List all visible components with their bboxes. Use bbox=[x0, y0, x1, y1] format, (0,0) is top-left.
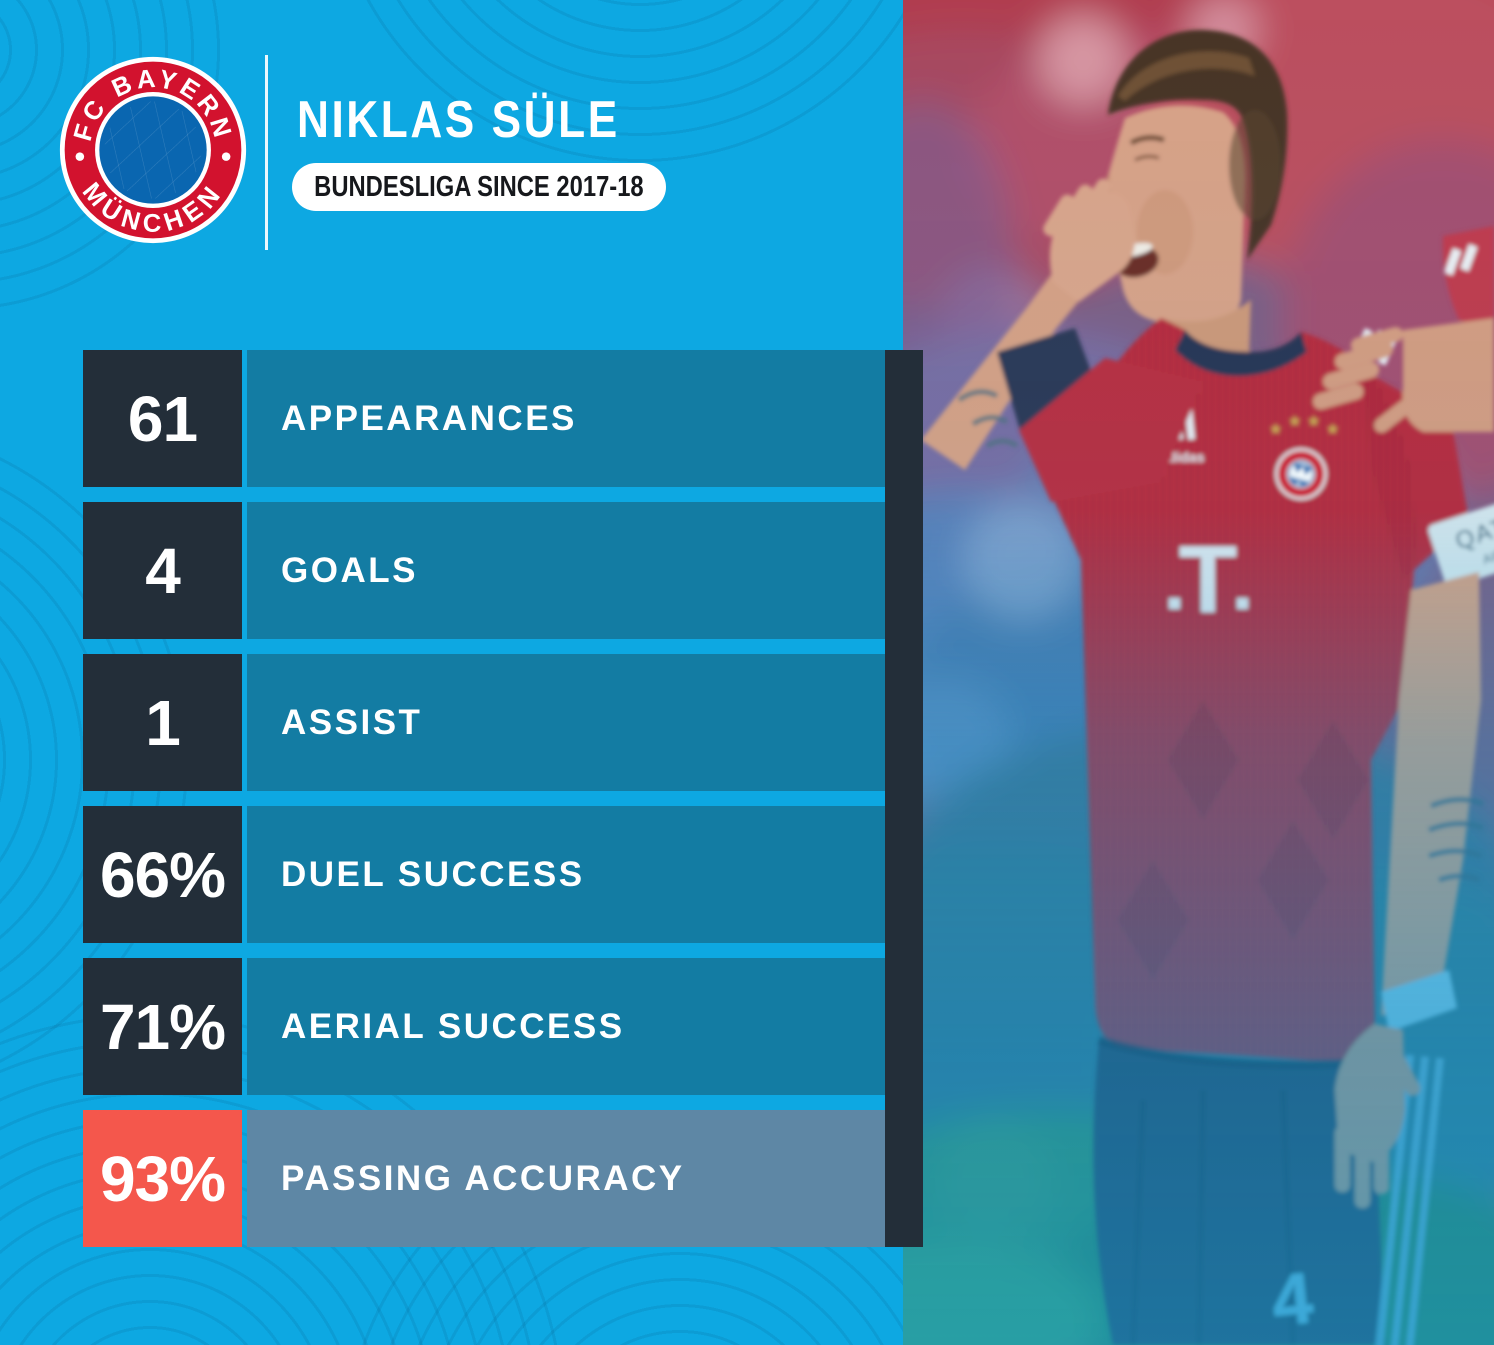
stat-value-box: 66% bbox=[83, 806, 242, 943]
stat-value: 71% bbox=[99, 990, 226, 1063]
stat-row-appearances: 61 APPEARANCES bbox=[83, 350, 885, 487]
stat-row-goals: 4 GOALS bbox=[83, 502, 885, 639]
badge-separator-dot bbox=[75, 152, 85, 161]
fc-bayern-logo: FC BAYERN MÜNCHEN bbox=[59, 56, 247, 244]
stat-bar: ASSIST bbox=[247, 654, 885, 791]
stat-bar: PASSING ACCURACY bbox=[247, 1110, 885, 1247]
stat-value-box: 93% bbox=[83, 1110, 242, 1247]
stat-value: 4 bbox=[145, 534, 181, 607]
stat-row-aerial-success: 71% AERIAL SUCCESS bbox=[83, 958, 885, 1095]
stat-label: AERIAL SUCCESS bbox=[281, 1006, 625, 1046]
player-name-text: NIKLAS SÜLE bbox=[297, 91, 620, 149]
stat-bar: DUEL SUCCESS bbox=[247, 806, 885, 943]
stat-value: 66% bbox=[99, 838, 226, 911]
stats-list: 61 APPEARANCES 4 GOALS 1 ASSIST 66% DUEL… bbox=[83, 350, 885, 1247]
stat-label: APPEARANCES bbox=[281, 398, 577, 438]
page-title: NIKLAS SÜLE bbox=[297, 94, 677, 146]
stat-label: ASSIST bbox=[281, 702, 423, 742]
stat-value-box: 71% bbox=[83, 958, 242, 1095]
stat-row-assist: 1 ASSIST bbox=[83, 654, 885, 791]
stat-bar: APPEARANCES bbox=[247, 350, 885, 487]
header-divider bbox=[265, 55, 268, 250]
stat-value: 61 bbox=[127, 382, 198, 455]
stat-row-duel-success: 66% DUEL SUCCESS bbox=[83, 806, 885, 943]
subtitle-badge: BUNDESLIGA SINCE 2017-18 bbox=[292, 163, 666, 211]
stat-value: 93% bbox=[99, 1142, 226, 1215]
badge-separator-dot bbox=[221, 152, 231, 161]
subtitle-text: BUNDESLIGA SINCE 2017-18 bbox=[314, 170, 644, 203]
stat-value-box: 4 bbox=[83, 502, 242, 639]
stat-bar: AERIAL SUCCESS bbox=[247, 958, 885, 1095]
stat-row-passing-accuracy: 93% PASSING ACCURACY bbox=[83, 1110, 885, 1247]
stat-value-box: 61 bbox=[83, 350, 242, 487]
photo-cyan-overlay bbox=[903, 0, 1494, 1345]
stat-label: PASSING ACCURACY bbox=[281, 1158, 685, 1198]
stat-value: 1 bbox=[145, 686, 181, 759]
stat-label: GOALS bbox=[281, 550, 418, 590]
stats-side-strip bbox=[885, 350, 923, 1247]
stat-label: DUEL SUCCESS bbox=[281, 854, 585, 894]
stat-value-box: 1 bbox=[83, 654, 242, 791]
player-photo: adidas ★★ ★★ T bbox=[903, 0, 1494, 1345]
stat-bar: GOALS bbox=[247, 502, 885, 639]
